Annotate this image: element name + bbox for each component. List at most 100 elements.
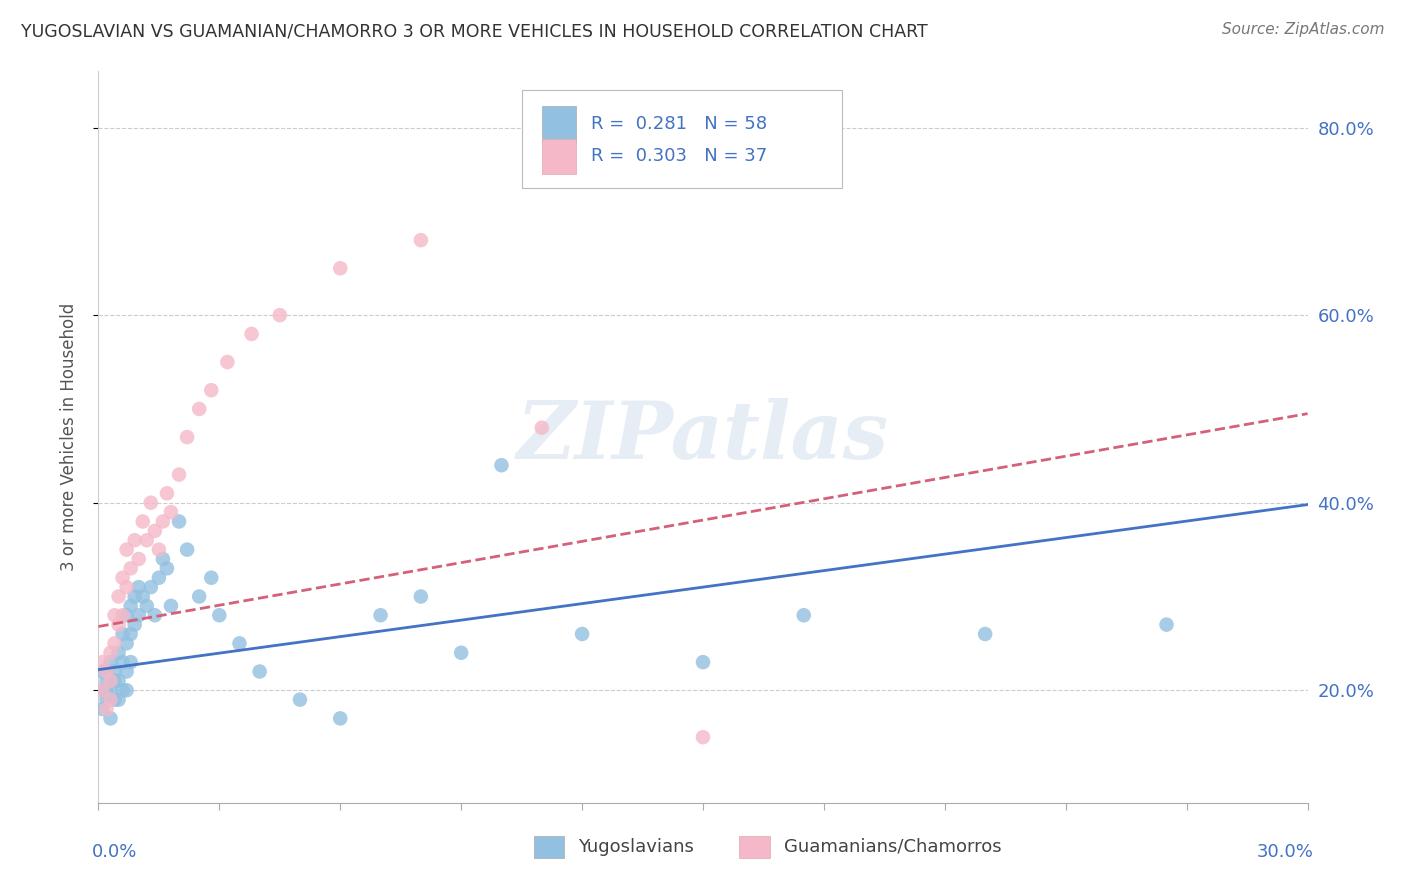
Point xyxy=(156,561,179,575)
Point xyxy=(115,608,138,623)
Point xyxy=(135,533,157,548)
Text: ZIPatlas: ZIPatlas xyxy=(517,399,889,475)
Point xyxy=(91,665,114,679)
Point xyxy=(139,496,162,510)
Point xyxy=(156,486,179,500)
Text: Guamanians/Chamorros: Guamanians/Chamorros xyxy=(785,838,1001,855)
Point xyxy=(128,552,150,566)
Point xyxy=(120,627,142,641)
Point xyxy=(409,590,432,604)
Point xyxy=(115,580,138,594)
Point xyxy=(200,383,222,397)
Point xyxy=(111,627,134,641)
Point xyxy=(120,561,142,575)
Bar xyxy=(543,138,576,174)
Point xyxy=(148,542,170,557)
Point xyxy=(1156,617,1178,632)
Point xyxy=(111,571,134,585)
Point xyxy=(152,515,174,529)
Point xyxy=(96,665,118,679)
Point xyxy=(115,665,138,679)
Text: 30.0%: 30.0% xyxy=(1257,843,1313,861)
Point xyxy=(107,590,129,604)
Point xyxy=(111,683,134,698)
Point xyxy=(100,711,122,725)
Point xyxy=(188,590,211,604)
Point xyxy=(370,608,392,623)
Point xyxy=(143,524,166,538)
Point xyxy=(152,552,174,566)
Point xyxy=(240,326,263,341)
Point xyxy=(103,673,125,688)
Text: Source: ZipAtlas.com: Source: ZipAtlas.com xyxy=(1222,22,1385,37)
Bar xyxy=(740,836,769,858)
Point xyxy=(100,646,122,660)
Text: Yugoslavians: Yugoslavians xyxy=(578,838,695,855)
Point xyxy=(124,590,146,604)
Point xyxy=(491,458,513,473)
Point xyxy=(160,505,183,519)
Text: R =  0.281   N = 58: R = 0.281 N = 58 xyxy=(591,115,766,133)
Point xyxy=(160,599,183,613)
Point xyxy=(692,655,714,669)
Point xyxy=(115,683,138,698)
Point xyxy=(143,608,166,623)
Point xyxy=(100,692,122,706)
Point xyxy=(120,655,142,669)
Point xyxy=(269,308,291,322)
Point xyxy=(103,636,125,650)
Point xyxy=(188,401,211,416)
Point xyxy=(96,683,118,698)
Point xyxy=(139,580,162,594)
Point xyxy=(409,233,432,247)
Point xyxy=(100,673,122,688)
Point xyxy=(329,261,352,276)
Point xyxy=(329,711,352,725)
Point xyxy=(107,673,129,688)
Point xyxy=(249,665,271,679)
Point xyxy=(96,692,118,706)
Point xyxy=(91,683,114,698)
Point xyxy=(132,515,155,529)
Point xyxy=(100,673,122,688)
Point xyxy=(96,673,118,688)
Point xyxy=(176,542,198,557)
Point xyxy=(107,692,129,706)
Point xyxy=(115,542,138,557)
Point xyxy=(128,608,150,623)
Text: YUGOSLAVIAN VS GUAMANIAN/CHAMORRO 3 OR MORE VEHICLES IN HOUSEHOLD CORRELATION CH: YUGOSLAVIAN VS GUAMANIAN/CHAMORRO 3 OR M… xyxy=(21,22,928,40)
FancyBboxPatch shape xyxy=(522,90,842,188)
Point xyxy=(200,571,222,585)
Point xyxy=(100,692,122,706)
Text: 0.0%: 0.0% xyxy=(93,843,138,861)
Point xyxy=(208,608,231,623)
Point xyxy=(115,636,138,650)
Point xyxy=(91,683,114,698)
Point xyxy=(103,665,125,679)
Point xyxy=(450,646,472,660)
Point xyxy=(217,355,239,369)
Point xyxy=(176,430,198,444)
Bar xyxy=(534,836,564,858)
Point xyxy=(100,683,122,698)
Point xyxy=(692,730,714,744)
Point xyxy=(228,636,250,650)
Point xyxy=(793,608,815,623)
Point xyxy=(167,467,190,482)
Bar xyxy=(543,106,576,142)
Point xyxy=(132,590,155,604)
Point xyxy=(91,702,114,716)
Point xyxy=(288,692,311,706)
Point xyxy=(96,702,118,716)
Point xyxy=(124,533,146,548)
Point xyxy=(571,627,593,641)
Point xyxy=(111,608,134,623)
Point xyxy=(107,646,129,660)
Point xyxy=(111,655,134,669)
Point xyxy=(135,599,157,613)
Point xyxy=(120,599,142,613)
Point xyxy=(530,420,553,434)
Point xyxy=(107,617,129,632)
Point xyxy=(96,665,118,679)
Point xyxy=(91,655,114,669)
